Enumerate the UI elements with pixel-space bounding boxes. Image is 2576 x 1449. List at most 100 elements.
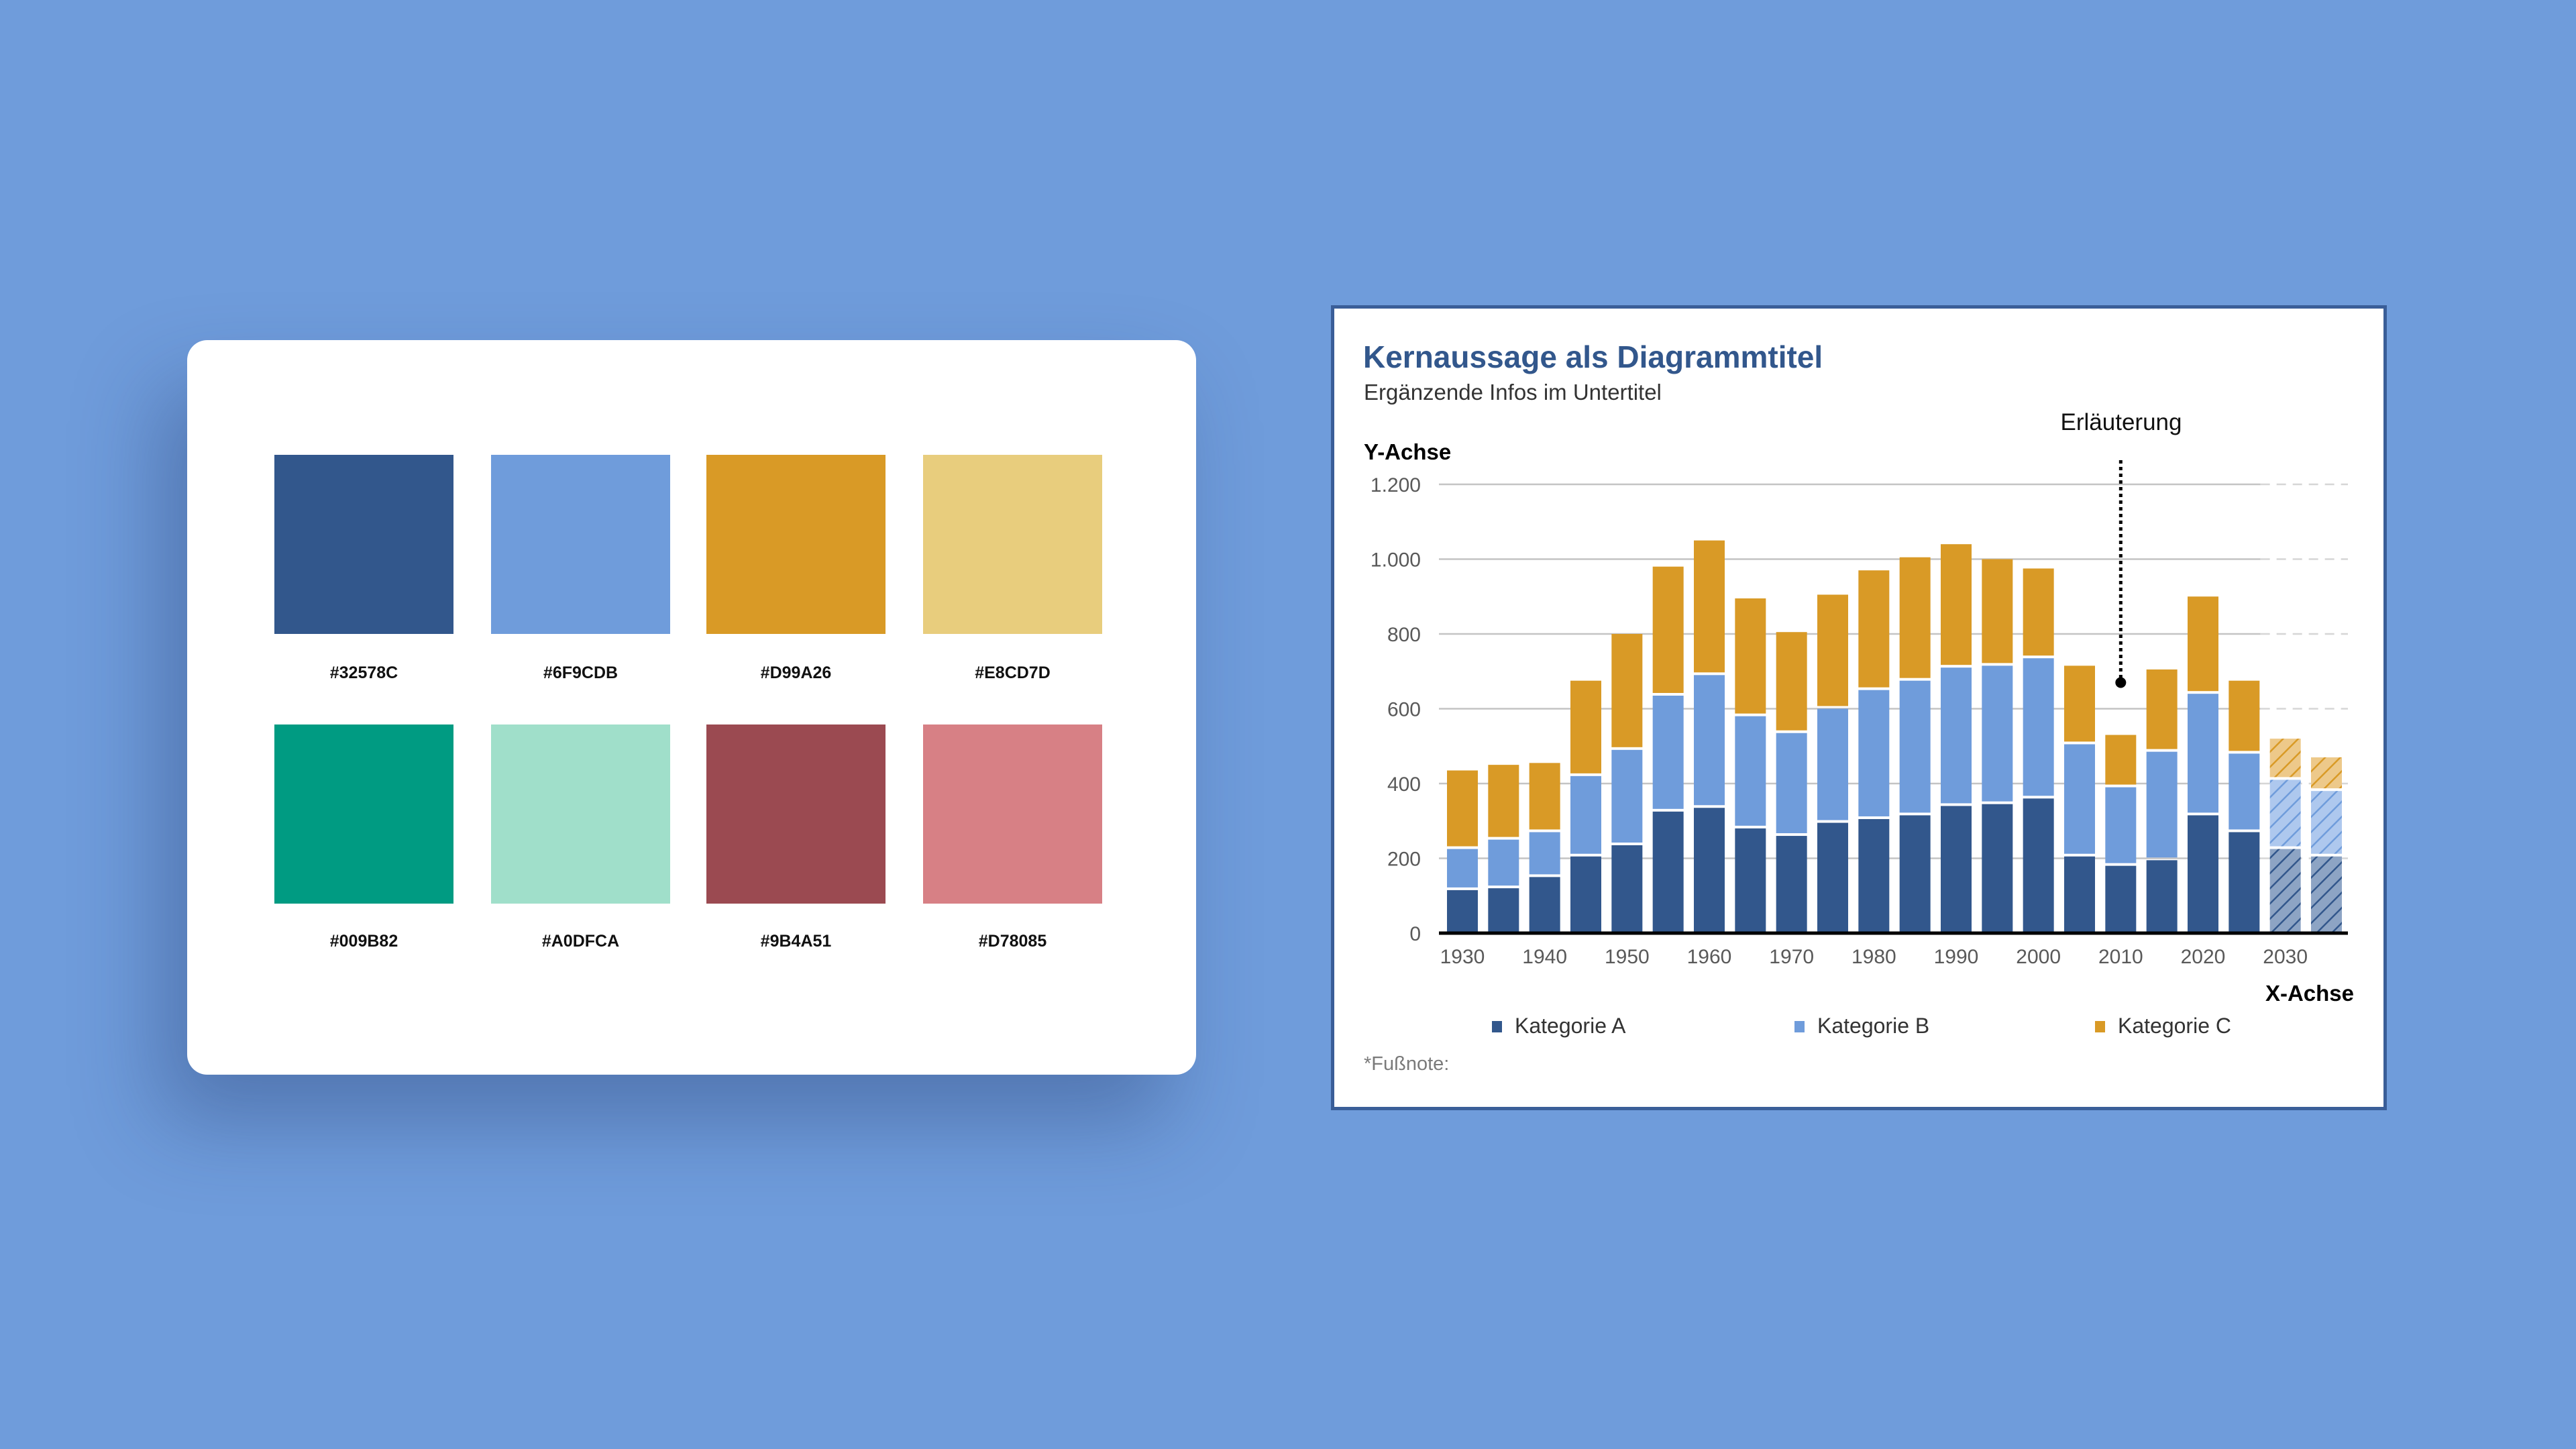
color-swatch [923, 455, 1102, 634]
bar-segment-kategorie-b [1447, 849, 1478, 888]
bar-segment-kategorie-c [1776, 632, 1807, 731]
bar-segment-kategorie-c [1982, 559, 2013, 663]
bar-segment-kategorie-a [1611, 845, 1643, 933]
bar-segment-kategorie-c [1529, 763, 1560, 830]
x-tick-label: 1950 [1605, 946, 1650, 968]
color-hex-label: #32578C [329, 663, 398, 682]
color-hex-label: #A0DFCA [541, 932, 620, 951]
bar-segment-kategorie-b [1899, 680, 1931, 813]
legend-swatch [1794, 1021, 1805, 1032]
bar-segment-kategorie-a [2311, 856, 2342, 933]
bar-segment-kategorie-b [2023, 658, 2054, 796]
bar-segment-kategorie-b [1694, 675, 1725, 806]
bar-segment-kategorie-c [1941, 544, 1972, 665]
bar-segment-kategorie-c [2064, 665, 2095, 742]
color-swatch [706, 724, 885, 904]
x-tick-label: 1940 [1522, 946, 1567, 968]
bar-segment-kategorie-c [1858, 570, 1890, 688]
bar-segment-kategorie-b [1529, 832, 1560, 875]
y-tick-label: 200 [1387, 849, 1421, 871]
bar-segment-kategorie-b [2311, 791, 2342, 854]
bar-segment-kategorie-b [1817, 708, 1848, 820]
footnote: *Fußnote: [1364, 1053, 1450, 1075]
x-tick-label: 1960 [1687, 946, 1732, 968]
bar-segment-kategorie-b [2146, 751, 2178, 858]
y-tick-label: 1.000 [1371, 549, 1421, 572]
annotation-label: Erläuterung [2060, 409, 2182, 435]
bar-segment-kategorie-c [1817, 594, 1848, 706]
bar-segment-kategorie-a [1982, 804, 2013, 933]
bar-segment-kategorie-c [2269, 739, 2301, 777]
color-hex-label: #9B4A51 [760, 932, 832, 951]
y-tick-label: 1.200 [1371, 474, 1421, 496]
bar-segment-kategorie-a [2269, 849, 2301, 933]
bar-segment-kategorie-c [1611, 634, 1643, 747]
bar-segment-kategorie-a [2146, 860, 2178, 933]
color-swatch [706, 455, 885, 634]
color-swatch [274, 724, 453, 904]
bar-segment-kategorie-a [1447, 890, 1478, 933]
bar-segment-kategorie-b [1611, 749, 1643, 843]
legend-label: Kategorie A [1515, 1014, 1626, 1038]
y-tick-label: 800 [1387, 624, 1421, 646]
bar-segment-kategorie-b [1735, 716, 1766, 826]
bar-segment-kategorie-a [1529, 877, 1560, 933]
bar-segment-kategorie-a [1858, 818, 1890, 933]
bar-segment-kategorie-b [2269, 780, 2301, 847]
bar-segment-kategorie-c [2105, 735, 2137, 785]
bar-segment-kategorie-a [1694, 808, 1725, 933]
bar-segment-kategorie-a [2229, 832, 2260, 933]
bar-segment-kategorie-b [1652, 695, 1684, 809]
bar-segment-kategorie-a [1776, 836, 1807, 933]
color-hex-label: #6F9CDB [543, 663, 619, 682]
bar-segment-kategorie-c [1652, 566, 1684, 693]
color-hex-label: #D78085 [978, 932, 1047, 951]
color-hex-label: #009B82 [329, 932, 398, 951]
bar-segment-kategorie-c [2023, 568, 2054, 656]
color-hex-label: #E8CD7D [975, 663, 1051, 682]
x-tick-label: 2030 [2263, 946, 2308, 968]
bar-segment-kategorie-a [1570, 856, 1601, 933]
y-tick-label: 0 [1409, 923, 1421, 945]
bar-segment-kategorie-a [2023, 798, 2054, 933]
bar-segment-kategorie-b [2229, 753, 2260, 830]
x-tick-label: 1970 [1769, 946, 1814, 968]
bar-segment-kategorie-b [2188, 694, 2218, 813]
legend-label: Kategorie B [1817, 1014, 1930, 1038]
bar-segment-kategorie-c [2229, 680, 2260, 751]
x-tick-label: 1930 [1440, 946, 1485, 968]
bar-segment-kategorie-c [1488, 765, 1519, 837]
bar-segment-kategorie-b [1570, 775, 1601, 854]
x-tick-label: 1980 [1851, 946, 1896, 968]
chart-subtitle: Ergänzende Infos im Untertitel [1364, 380, 1662, 405]
x-axis-label: X-Achse [2265, 981, 2354, 1006]
bar-segment-kategorie-c [2146, 669, 2178, 749]
bar-segment-kategorie-c [1447, 770, 1478, 847]
bar-segment-kategorie-b [2105, 787, 2137, 863]
bar-segment-kategorie-b [1858, 690, 1890, 816]
legend-swatch [1492, 1021, 1502, 1032]
bar-segment-kategorie-c [2311, 757, 2342, 789]
bar-segment-kategorie-a [1652, 811, 1684, 933]
bar-segment-kategorie-a [2188, 815, 2218, 933]
bar-segment-kategorie-c [1570, 680, 1601, 773]
bar-segment-kategorie-a [1735, 828, 1766, 933]
bar-segment-kategorie-a [1941, 806, 1972, 933]
bar-segment-kategorie-c [1899, 557, 1931, 678]
bar-segment-kategorie-c [2188, 596, 2218, 692]
color-palette-card: #32578C #6F9CDB #D99A26 #E8CD7D #009B82 #A0DF… [187, 340, 1196, 1075]
bar-segment-kategorie-a [1488, 888, 1519, 933]
x-tick-label: 1990 [1934, 946, 1979, 968]
bar-segment-kategorie-b [1488, 839, 1519, 886]
bar-segment-kategorie-b [1982, 665, 2013, 802]
y-axis-label: Y-Achse [1364, 439, 1452, 464]
color-swatch [491, 724, 670, 904]
bar-segment-kategorie-b [1776, 733, 1807, 834]
bar-segment-kategorie-a [1817, 822, 1848, 933]
bar-segment-kategorie-b [1941, 667, 1972, 804]
color-swatch [491, 455, 670, 634]
color-hex-label: #D99A26 [760, 663, 832, 682]
x-tick-label: 2020 [2181, 946, 2226, 968]
chart-title: Kernaussage als Diagrammtitel [1363, 339, 1823, 374]
